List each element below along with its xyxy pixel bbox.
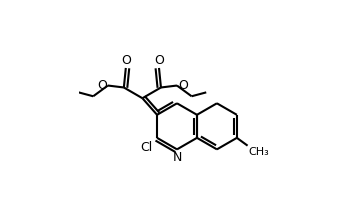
- Text: O: O: [97, 79, 107, 92]
- Text: Cl: Cl: [140, 141, 152, 154]
- Text: N: N: [172, 151, 182, 164]
- Text: CH₃: CH₃: [249, 147, 269, 157]
- Text: O: O: [154, 54, 164, 67]
- Text: O: O: [121, 54, 131, 67]
- Text: O: O: [178, 79, 188, 92]
